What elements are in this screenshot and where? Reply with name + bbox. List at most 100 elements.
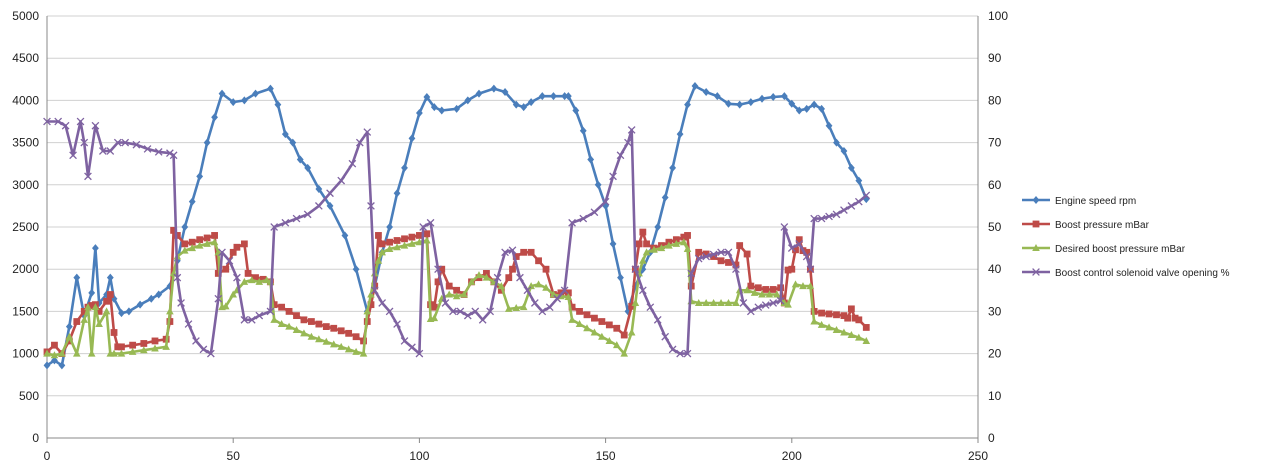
data-point: [162, 342, 170, 350]
data-point: [65, 332, 74, 340]
data-point: [58, 361, 66, 370]
data-point: [154, 148, 163, 156]
data-point: [188, 238, 196, 246]
legend-swatch-marker: [1032, 244, 1040, 251]
data-point: [523, 286, 532, 295]
data-point: [326, 201, 334, 210]
data-point: [509, 265, 516, 273]
data-point: [345, 329, 353, 337]
data-point: [416, 232, 423, 239]
x-tick-label: 100: [409, 449, 429, 463]
data-point: [862, 191, 871, 200]
data-point: [322, 323, 330, 330]
data-point: [501, 87, 509, 96]
x-tick-label: 50: [227, 449, 241, 463]
data-point: [80, 315, 89, 323]
data-point: [516, 273, 524, 282]
data-point: [590, 208, 599, 217]
data-point: [65, 337, 73, 345]
data-point: [255, 311, 264, 320]
data-point: [650, 245, 658, 253]
data-point: [776, 296, 785, 305]
data-point: [155, 290, 163, 299]
data-point: [806, 265, 815, 274]
data-point: [527, 248, 535, 256]
data-point: [192, 337, 200, 345]
data-point: [803, 104, 811, 113]
data-point: [683, 349, 692, 358]
data-point: [769, 93, 777, 102]
data-point: [676, 349, 684, 358]
data-point: [456, 307, 465, 316]
data-point: [825, 310, 833, 318]
data-point: [542, 265, 550, 273]
data-point: [624, 138, 632, 147]
data-point: [710, 253, 717, 260]
data-point: [247, 315, 256, 324]
data-point: [635, 240, 643, 248]
data-point: [240, 240, 248, 248]
data-point: [438, 106, 446, 115]
data-point: [315, 185, 323, 194]
series-4: [43, 117, 871, 358]
data-point: [612, 341, 621, 349]
data-point: [244, 270, 252, 277]
data-point: [218, 248, 226, 257]
data-point: [270, 315, 278, 323]
data-point: [314, 202, 323, 210]
data-point: [579, 126, 587, 135]
data-point: [550, 92, 557, 101]
data-point: [169, 151, 178, 160]
y2-tick-label: 30: [988, 304, 1002, 318]
data-point: [490, 84, 498, 93]
data-point: [519, 303, 528, 311]
data-point: [140, 346, 148, 354]
data-point: [657, 244, 666, 252]
data-point: [281, 130, 289, 139]
data-point: [464, 96, 472, 105]
data-point: [672, 236, 680, 244]
y-tick-label: 4500: [12, 51, 39, 65]
data-point: [773, 290, 781, 298]
data-point: [583, 324, 591, 332]
data-point: [277, 320, 286, 328]
data-point: [694, 254, 703, 263]
data-point: [862, 336, 871, 344]
data-point: [401, 163, 408, 172]
data-point: [400, 241, 409, 249]
x-tick-label: 0: [44, 449, 51, 463]
data-point: [605, 321, 613, 329]
data-point: [378, 240, 386, 248]
data-point: [750, 288, 759, 296]
data-point: [375, 232, 382, 239]
data-point: [355, 138, 364, 147]
data-point: [102, 307, 111, 315]
data-point: [177, 299, 185, 307]
data-point: [687, 269, 696, 278]
data-point: [304, 163, 312, 172]
data-point: [248, 276, 256, 284]
data-point: [281, 218, 290, 227]
data-point: [743, 250, 751, 258]
data-point: [367, 290, 375, 298]
y-tick-label: 0: [32, 431, 39, 445]
data-point: [643, 240, 650, 248]
data-point: [631, 298, 640, 306]
y2-tick-label: 10: [988, 389, 1002, 403]
data-point: [508, 246, 517, 255]
data-point: [601, 197, 610, 206]
data-point: [393, 243, 401, 251]
data-point: [564, 293, 573, 301]
data-point: [95, 320, 103, 328]
data-point: [691, 82, 699, 91]
data-point: [110, 349, 118, 357]
data-point: [806, 282, 815, 290]
data-point: [672, 239, 681, 247]
data-point: [110, 329, 118, 336]
data-point: [352, 347, 360, 355]
data-point: [653, 315, 662, 324]
data-point: [80, 308, 88, 315]
data-point: [520, 248, 528, 256]
data-point: [54, 117, 63, 126]
